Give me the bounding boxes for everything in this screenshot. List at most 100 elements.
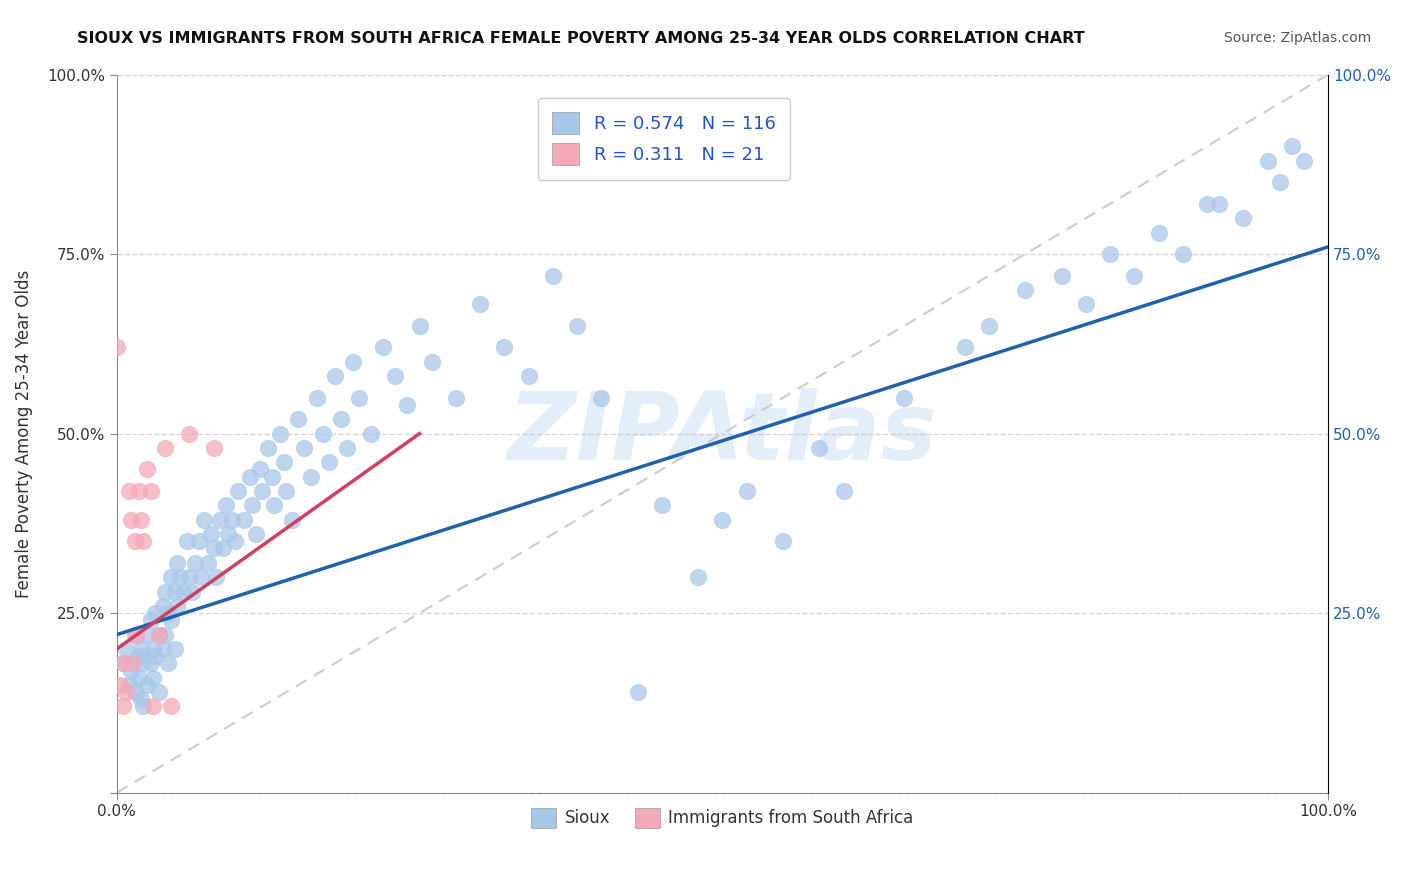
Point xyxy=(163,642,186,657)
Point xyxy=(565,318,588,333)
Point xyxy=(105,340,128,354)
Point xyxy=(257,441,280,455)
Point xyxy=(142,642,165,657)
Point xyxy=(273,455,295,469)
Point xyxy=(139,483,162,498)
Point xyxy=(115,642,138,657)
Point xyxy=(112,657,135,671)
Point xyxy=(129,642,152,657)
Point xyxy=(215,499,238,513)
Point xyxy=(142,671,165,685)
Point xyxy=(193,513,215,527)
Point xyxy=(953,340,976,354)
Point xyxy=(129,692,152,706)
Point xyxy=(1147,226,1170,240)
Point xyxy=(323,369,346,384)
Point xyxy=(111,657,134,671)
Point xyxy=(124,685,146,699)
Point xyxy=(129,513,152,527)
Point xyxy=(735,483,758,498)
Point xyxy=(1268,175,1291,189)
Point xyxy=(132,699,155,714)
Point xyxy=(626,685,648,699)
Point xyxy=(688,570,710,584)
Point xyxy=(1099,247,1122,261)
Point xyxy=(145,649,167,664)
Point xyxy=(1171,247,1194,261)
Point xyxy=(208,513,231,527)
Point xyxy=(711,513,734,527)
Point xyxy=(305,391,328,405)
Point xyxy=(139,657,162,671)
Point xyxy=(128,671,150,685)
Point xyxy=(118,678,141,692)
Point xyxy=(160,570,183,584)
Point xyxy=(494,340,516,354)
Point xyxy=(591,391,613,405)
Point xyxy=(166,556,188,570)
Point xyxy=(184,556,207,570)
Point xyxy=(808,441,831,455)
Point xyxy=(250,483,273,498)
Point xyxy=(136,628,159,642)
Point xyxy=(772,534,794,549)
Point xyxy=(239,469,262,483)
Point xyxy=(160,699,183,714)
Point xyxy=(1050,268,1073,283)
Point xyxy=(468,297,491,311)
Point xyxy=(179,570,201,584)
Point xyxy=(163,584,186,599)
Point xyxy=(360,426,382,441)
Point xyxy=(1074,297,1097,311)
Point xyxy=(342,355,364,369)
Point xyxy=(651,499,673,513)
Point xyxy=(136,678,159,692)
Point xyxy=(444,391,467,405)
Point xyxy=(347,391,370,405)
Point xyxy=(152,642,174,657)
Point xyxy=(169,570,191,584)
Point xyxy=(329,412,352,426)
Point xyxy=(148,685,170,699)
Point xyxy=(299,469,322,483)
Point xyxy=(111,699,134,714)
Point xyxy=(120,513,142,527)
Point xyxy=(420,355,443,369)
Point xyxy=(148,628,170,642)
Point xyxy=(517,369,540,384)
Point xyxy=(977,318,1000,333)
Text: Source: ZipAtlas.com: Source: ZipAtlas.com xyxy=(1223,31,1371,45)
Point xyxy=(180,584,202,599)
Point xyxy=(249,462,271,476)
Point xyxy=(269,426,291,441)
Point xyxy=(153,441,176,455)
Point xyxy=(142,699,165,714)
Point xyxy=(160,613,183,627)
Point xyxy=(318,455,340,469)
Point xyxy=(1232,211,1254,226)
Point xyxy=(1195,196,1218,211)
Point xyxy=(197,556,219,570)
Point xyxy=(202,541,225,556)
Point xyxy=(232,513,254,527)
Point xyxy=(373,340,395,354)
Point xyxy=(115,685,138,699)
Point xyxy=(166,599,188,613)
Point xyxy=(132,534,155,549)
Point xyxy=(121,657,143,671)
Point xyxy=(396,398,419,412)
Point xyxy=(311,426,333,441)
Point xyxy=(124,628,146,642)
Legend: Sioux, Immigrants from South Africa: Sioux, Immigrants from South Africa xyxy=(524,801,921,835)
Point xyxy=(263,499,285,513)
Point xyxy=(240,499,263,513)
Point xyxy=(145,606,167,620)
Point xyxy=(541,268,564,283)
Y-axis label: Female Poverty Among 25-34 Year Olds: Female Poverty Among 25-34 Year Olds xyxy=(15,269,32,598)
Point xyxy=(148,628,170,642)
Point xyxy=(200,527,222,541)
Point xyxy=(832,483,855,498)
Point xyxy=(226,483,249,498)
Point xyxy=(276,483,298,498)
Point xyxy=(176,534,198,549)
